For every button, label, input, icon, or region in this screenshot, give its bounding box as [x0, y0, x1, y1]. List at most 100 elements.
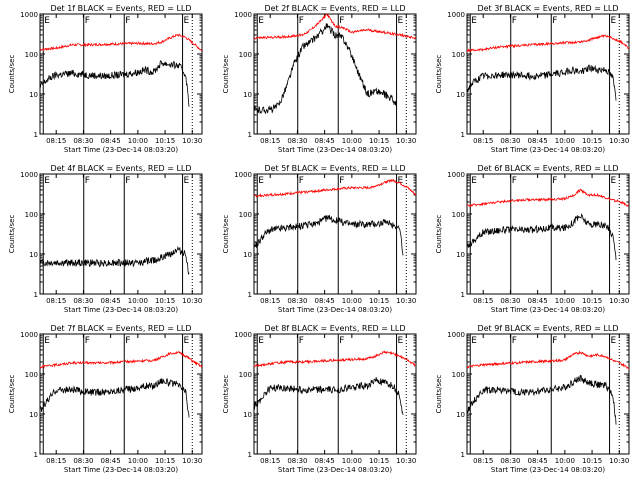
x-tick-label: 10:00	[555, 137, 575, 145]
panel-title: Det 9f BLACK = Events, RED = LLD	[477, 324, 618, 333]
x-axis-label: Start Time (23-Dec-14 08:03:20)	[278, 146, 392, 154]
plot-frame	[39, 333, 203, 455]
x-tick-label: 10:15	[582, 457, 602, 465]
attenuator-marker-label: E	[398, 176, 404, 186]
attenuator-marker-label: F	[512, 176, 517, 186]
attenuator-marker-label: E	[471, 16, 477, 26]
x-axis-label: Start Time (23-Dec-14 08:03:20)	[64, 146, 178, 154]
series-lld	[39, 33, 203, 52]
x-tick-label: 10:15	[369, 457, 389, 465]
x-tick-label: 10:30	[609, 297, 629, 305]
x-tick-label: 10:30	[396, 457, 416, 465]
x-tick-label: 10:00	[128, 137, 148, 145]
attenuator-marker-label: F	[299, 16, 304, 26]
attenuator-marker-label: F	[125, 176, 130, 186]
series-lld	[39, 350, 203, 369]
plot-frame	[466, 333, 630, 455]
attenuator-marker-label: F	[299, 336, 304, 346]
plot-frame	[253, 173, 417, 295]
y-tick-label: 10	[456, 91, 465, 99]
x-tick-label: 10:30	[182, 297, 202, 305]
attenuator-marker-label: E	[611, 336, 617, 346]
x-tick-label: 10:30	[182, 457, 202, 465]
y-tick-label: 100	[25, 371, 38, 379]
y-tick-label: 1	[34, 291, 38, 299]
x-axis-label: Start Time (23-Dec-14 08:03:20)	[278, 466, 392, 474]
x-tick-label: 10:00	[128, 457, 148, 465]
y-tick-label: 10	[456, 251, 465, 259]
attenuator-marker-label: E	[184, 16, 190, 26]
x-tick-label: 08:45	[528, 457, 548, 465]
attenuator-marker-label: F	[552, 176, 557, 186]
panel-det-4: Det 4f BLACK = Events, RED = LLD Counts/s…	[8, 164, 203, 314]
x-tick-label: 08:30	[73, 137, 93, 145]
y-axis-label: Counts/sec	[435, 375, 443, 414]
panel-title: Det 2f BLACK = Events, RED = LLD	[264, 4, 405, 13]
y-axis-label: Counts/sec	[8, 215, 16, 254]
series-events	[466, 64, 617, 101]
x-tick-label: 08:45	[528, 297, 548, 305]
y-tick-label: 1000	[447, 331, 465, 339]
y-tick-label: 100	[25, 51, 38, 59]
plot-frame	[466, 13, 630, 135]
panel-title: Det 3f BLACK = Events, RED = LLD	[477, 4, 618, 13]
series-lld	[466, 350, 630, 370]
x-tick-label: 10:15	[369, 297, 389, 305]
series-events	[466, 374, 617, 425]
panel-det-1: Det 1f BLACK = Events, RED = LLD Counts/s…	[8, 4, 203, 154]
x-tick-label: 08:30	[500, 137, 520, 145]
x-tick-label: 10:15	[582, 137, 602, 145]
plot-frame	[39, 173, 203, 295]
x-axis-label: Start Time (23-Dec-14 08:03:20)	[491, 306, 605, 314]
attenuator-marker-label: F	[512, 16, 517, 26]
x-axis-label: Start Time (23-Dec-14 08:03:20)	[64, 466, 178, 474]
y-tick-label: 1000	[234, 171, 252, 179]
attenuator-marker-label: F	[552, 16, 557, 26]
y-tick-label: 1	[461, 451, 465, 459]
y-tick-label: 100	[239, 211, 252, 219]
panel-det-5: Det 5f BLACK = Events, RED = LLD Counts/s…	[222, 164, 417, 314]
y-tick-label: 1	[34, 451, 38, 459]
y-tick-label: 1000	[234, 11, 252, 19]
y-tick-label: 1	[461, 131, 465, 139]
x-tick-label: 08:30	[287, 297, 307, 305]
x-tick-label: 08:15	[46, 137, 66, 145]
x-tick-label: 08:15	[473, 137, 493, 145]
attenuator-marker-label: E	[611, 16, 617, 26]
y-axis-label: Counts/sec	[435, 55, 443, 94]
y-tick-label: 10	[29, 251, 38, 259]
x-tick-label: 10:30	[609, 457, 629, 465]
y-axis-label: Counts/sec	[8, 55, 16, 94]
x-tick-label: 10:30	[396, 137, 416, 145]
y-tick-label: 1000	[447, 171, 465, 179]
panel-title: Det 5f BLACK = Events, RED = LLD	[264, 164, 405, 173]
y-axis-label: Counts/sec	[222, 55, 230, 94]
x-tick-label: 08:45	[315, 137, 335, 145]
panel-det-8: Det 8f BLACK = Events, RED = LLD Counts/s…	[222, 324, 417, 474]
x-tick-label: 10:00	[342, 137, 362, 145]
panel-det-6: Det 6f BLACK = Events, RED = LLD Counts/s…	[435, 164, 630, 314]
x-tick-label: 10:00	[128, 297, 148, 305]
y-tick-label: 10	[243, 411, 252, 419]
series-lld	[253, 13, 417, 40]
plot-frame	[466, 173, 630, 295]
y-axis-label: Counts/sec	[222, 215, 230, 254]
panel-det-9: Det 9f BLACK = Events, RED = LLD Counts/s…	[435, 324, 630, 474]
attenuator-marker-label: E	[44, 336, 50, 346]
panel-det-2: Det 2f BLACK = Events, RED = LLD Counts/s…	[222, 4, 417, 154]
y-tick-label: 100	[452, 51, 465, 59]
attenuator-marker-label: E	[611, 176, 617, 186]
x-axis-label: Start Time (23-Dec-14 08:03:20)	[64, 306, 178, 314]
attenuator-marker-label: E	[44, 16, 50, 26]
x-tick-label: 08:45	[101, 297, 121, 305]
y-tick-label: 10	[456, 411, 465, 419]
x-tick-label: 10:15	[155, 297, 175, 305]
plot-frame	[253, 13, 417, 135]
y-tick-label: 100	[452, 371, 465, 379]
attenuator-marker-label: E	[471, 336, 477, 346]
attenuator-marker-label: F	[85, 176, 90, 186]
series-lld	[253, 350, 417, 368]
y-tick-label: 1	[461, 291, 465, 299]
y-tick-label: 1	[248, 291, 252, 299]
x-axis-label: Start Time (23-Dec-14 08:03:20)	[278, 306, 392, 314]
